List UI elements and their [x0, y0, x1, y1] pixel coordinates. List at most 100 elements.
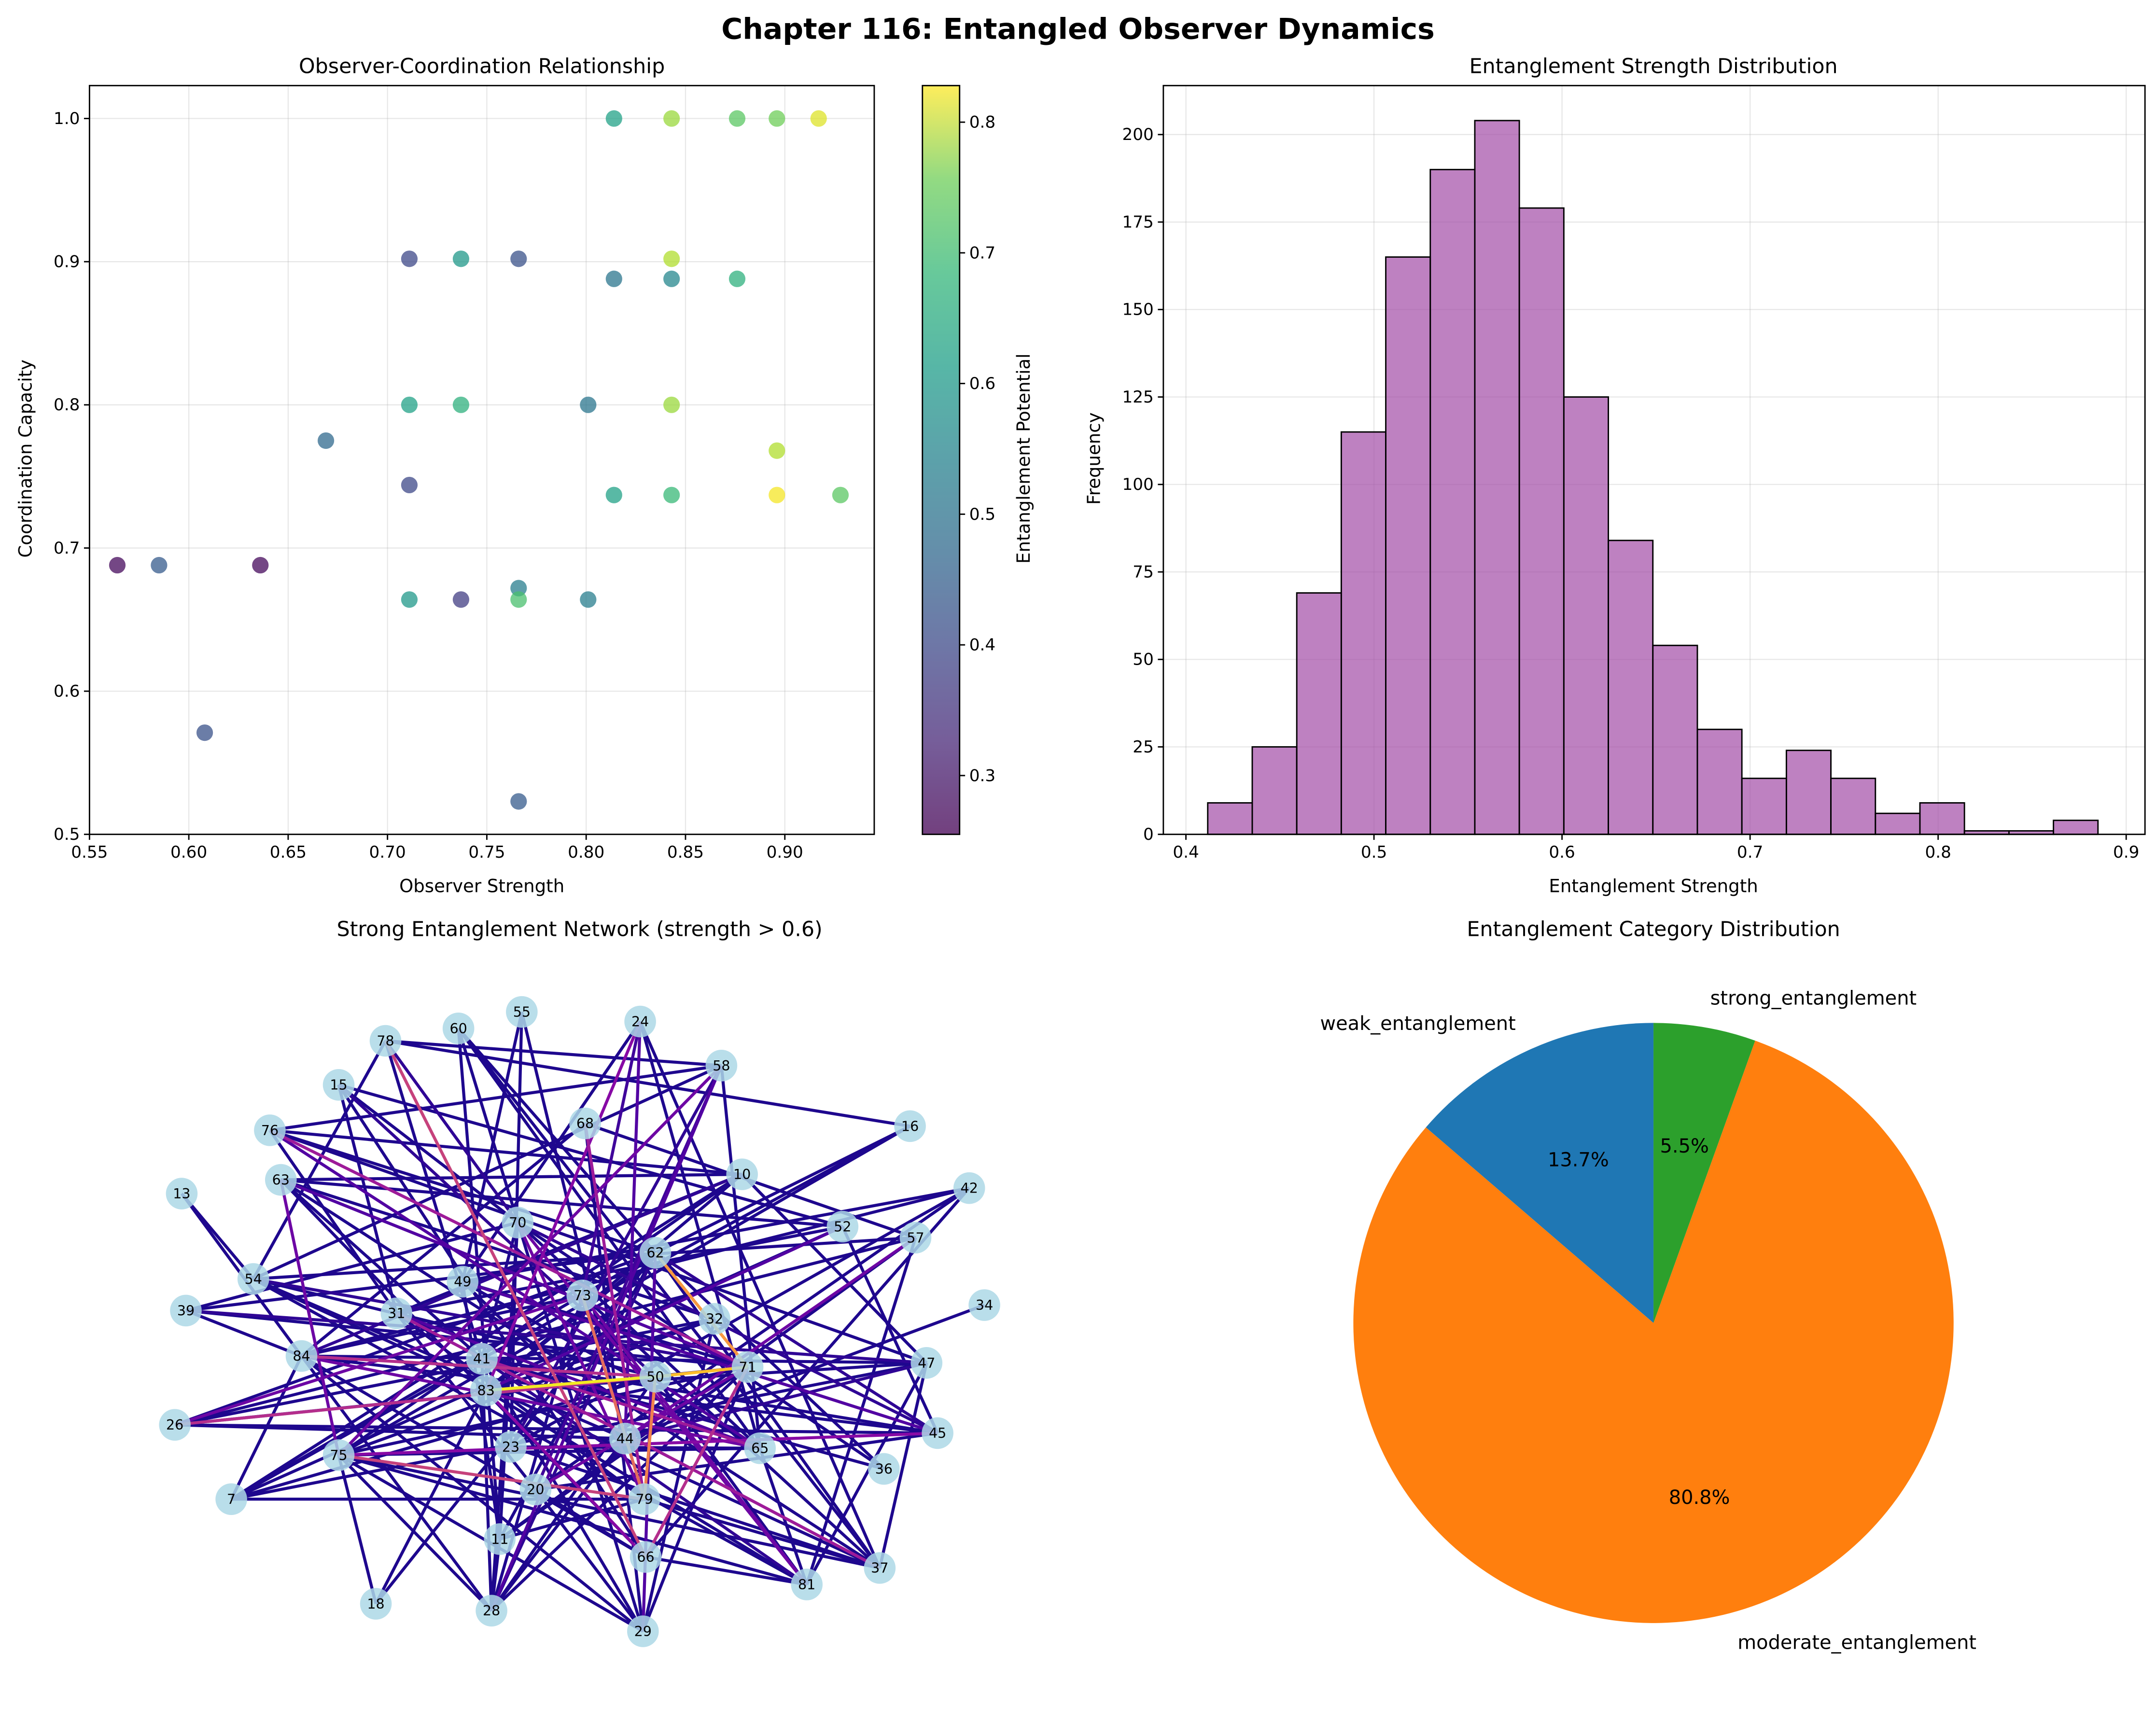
- network-node: [170, 1294, 202, 1327]
- histogram-bar: [1830, 778, 1876, 835]
- network-edge: [517, 1221, 938, 1435]
- scatter-point: [401, 591, 418, 608]
- network-edge: [269, 1129, 748, 1369]
- pie-pct-label: 80.8%: [1669, 1487, 1730, 1509]
- network-node-label: 7: [227, 1491, 236, 1507]
- colorbar-label: Entanglement Potential: [1013, 353, 1034, 563]
- network-node: [484, 1523, 516, 1555]
- network-edge: [583, 1123, 644, 1632]
- network-node: [470, 1375, 502, 1406]
- network-edge: [338, 1453, 645, 1501]
- network-node: [953, 1172, 985, 1204]
- colorbar-tick-label: 0.7: [969, 243, 995, 263]
- scatter-point: [401, 476, 418, 494]
- network-edge: [654, 1251, 881, 1569]
- network-edge: [720, 1065, 762, 1448]
- histogram-bar: [1251, 746, 1298, 835]
- network-node: [609, 1422, 641, 1455]
- network-edge: [337, 1084, 519, 1224]
- pie-panel: Entanglement Category Distribution 13.7%…: [1320, 918, 1976, 1654]
- scatter-panel: Observer-Coordination Relationship Obser…: [15, 55, 1035, 897]
- network-edge: [385, 1039, 910, 1128]
- network-node: [894, 1110, 926, 1142]
- colorbar-gradient: [922, 85, 960, 834]
- scatter-point: [401, 396, 418, 413]
- network-edge: [461, 1011, 523, 1282]
- network-node-label: 44: [616, 1431, 634, 1447]
- scatter-point: [728, 270, 746, 287]
- scatter-y-axis: 0.5 0.6 0.7 0.8 0.9 1.0: [54, 109, 90, 844]
- network-node-label: 13: [173, 1186, 190, 1202]
- network-node-label: 20: [527, 1482, 544, 1498]
- scatter-xtick-label: 0.60: [170, 843, 207, 862]
- scatter-point: [605, 270, 622, 287]
- histogram-title: Entanglement Strength Distribution: [1470, 55, 1838, 79]
- network-edge: [581, 1295, 646, 1500]
- scatter-point: [769, 487, 785, 503]
- scatter-point: [196, 724, 213, 741]
- network-edge: [485, 1225, 843, 1392]
- scatter-point: [769, 442, 785, 459]
- pie-category-label: weak_entanglement: [1320, 1013, 1515, 1035]
- network-edge: [490, 1366, 749, 1612]
- network-node-label: 36: [875, 1461, 893, 1477]
- pie-labels: 13.7% weak_entanglement 80.8% moderate_enta…: [1320, 987, 1976, 1654]
- network-node-label: 49: [454, 1274, 471, 1290]
- histogram-bar: [1563, 396, 1609, 835]
- network-edge: [280, 1178, 748, 1369]
- network-edge: [300, 1355, 493, 1612]
- network-node: [254, 1114, 286, 1146]
- scatter-point: [401, 250, 418, 267]
- network-node-label: 31: [388, 1306, 405, 1321]
- network-node-label: 52: [834, 1219, 851, 1235]
- network-node-label: 42: [961, 1181, 978, 1196]
- scatter-x-axis: 0.55 0.60 0.65 0.70 0.75 0.80 0.85 0.90: [71, 834, 803, 862]
- network-edge: [337, 1455, 378, 1604]
- histogram-bar: [1340, 431, 1386, 835]
- network-node-label: 37: [871, 1560, 888, 1576]
- network-node-label: 62: [646, 1245, 664, 1261]
- network-edge: [639, 1021, 882, 1569]
- network-edge: [841, 1226, 939, 1434]
- network-edge: [486, 1375, 656, 1392]
- scatter-axes-frame: [88, 84, 875, 835]
- histogram-ytick-label: 50: [1133, 650, 1154, 669]
- network-node-label: 15: [330, 1077, 347, 1093]
- network-node-label: 79: [636, 1491, 653, 1507]
- network-node: [699, 1303, 730, 1335]
- network-node: [442, 1013, 475, 1044]
- network-edge: [484, 1021, 642, 1391]
- network-node: [731, 1351, 764, 1383]
- scatter-xtick-label: 0.85: [667, 843, 704, 862]
- scatter-point: [109, 556, 126, 574]
- pie-title: Entanglement Category Distribution: [1467, 918, 1840, 942]
- scatter-ytick-label: 0.9: [54, 252, 80, 272]
- histogram-xtick-label: 0.8: [1925, 843, 1951, 862]
- network-node: [380, 1297, 413, 1329]
- colorbar-tick-label: 0.6: [969, 374, 995, 393]
- network-node-label: 23: [502, 1439, 519, 1455]
- network-node-label: 70: [509, 1215, 526, 1231]
- network-node: [627, 1615, 659, 1647]
- network-node: [922, 1417, 953, 1449]
- network-node-label: 83: [477, 1383, 495, 1399]
- network-edge: [654, 1251, 938, 1434]
- network-node-label: 54: [245, 1271, 262, 1287]
- scatter-title: Observer-Coordination Relationship: [299, 55, 665, 79]
- scatter-point: [510, 580, 527, 597]
- histogram-bar: [1741, 778, 1787, 835]
- network-node-label: 41: [473, 1351, 490, 1367]
- network-edge: [280, 1172, 742, 1182]
- network-node-label: 11: [491, 1531, 508, 1547]
- network-edge: [485, 1389, 647, 1558]
- histogram-ytick-label: 150: [1122, 300, 1154, 320]
- network-node: [322, 1439, 355, 1471]
- network-node: [159, 1409, 191, 1441]
- scatter-ytick-label: 0.6: [54, 681, 80, 701]
- scatter-point: [605, 487, 622, 503]
- network-edge: [623, 1021, 642, 1439]
- network-node-label: 50: [646, 1369, 664, 1385]
- network-edge: [509, 1065, 723, 1448]
- network-edge: [461, 1020, 642, 1283]
- colorbar-tick-label: 0.3: [969, 766, 995, 785]
